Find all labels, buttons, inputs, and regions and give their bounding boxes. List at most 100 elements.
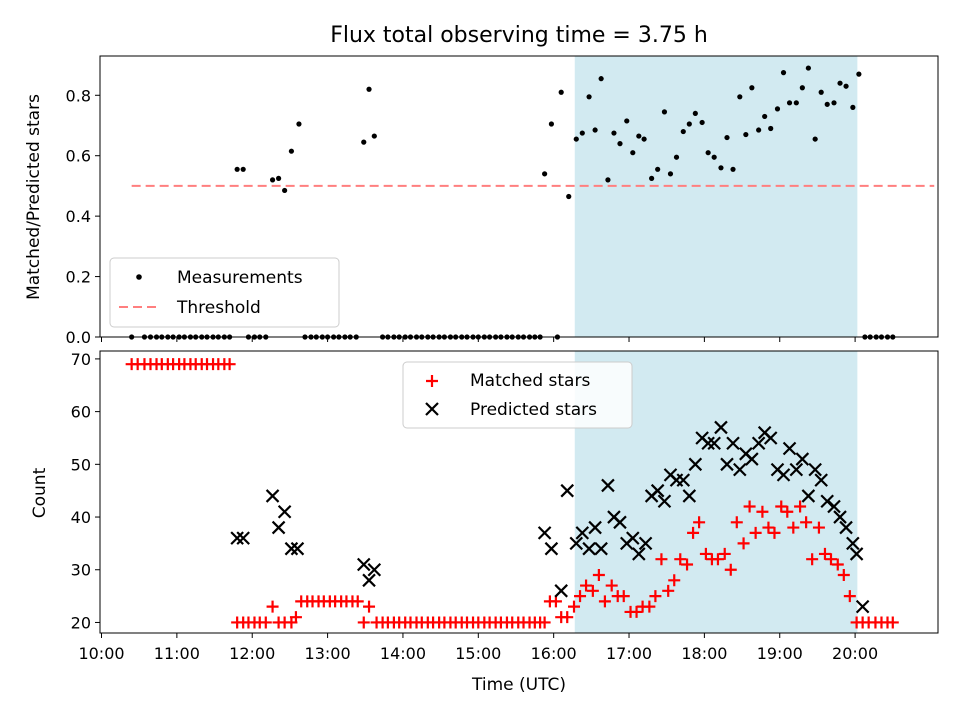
predicted-star-point [537,526,552,540]
bottom-y-tick-label: 30 [71,561,91,580]
measurement-point [240,166,246,172]
top-y-tick-label: 0.2 [66,268,91,287]
matched-star-point [668,574,681,587]
matched-star-point [818,547,831,560]
predicted-star-point [230,531,244,545]
measurement-point [641,136,647,142]
bottom-y-tick-label: 50 [71,455,91,474]
matched-star-point [711,553,724,566]
bottom-y-tick-label: 70 [71,350,91,369]
matched-star-point [824,553,837,566]
predicted-star-point [688,457,703,472]
matched-star-point [718,547,731,560]
measurements-legend-marker [136,274,142,280]
matched-star-point [775,500,788,513]
matched-star-point [643,600,656,613]
matched-star-point [662,584,675,597]
matched-star-point [787,521,800,534]
measurement-point [288,148,295,154]
predicted-star-point [594,541,608,556]
measurement-point [818,89,824,95]
matched-star-point [843,590,856,603]
measurement-point [737,94,743,100]
bottom-y-tick-label: 20 [71,613,91,632]
matched-star-point [674,553,687,566]
matched-star-point [580,579,593,592]
predicted-legend-marker [425,402,439,416]
measurement-point [586,94,592,100]
matched-star-point [266,600,279,613]
measurement-point [592,127,598,133]
measurement-point [768,125,774,132]
predicted-star-point [290,541,305,556]
predicted-star-point [544,541,559,556]
matched-star-point [357,616,370,629]
measurement-point [705,150,711,156]
predicted-star-point [588,520,602,535]
bottom-y-tick-label: 40 [71,508,91,527]
predicted-star-point [271,520,286,535]
predicted-star-point [846,536,860,551]
top-panel: Flux total observing time = 3.75 h 0.00.… [24,23,939,347]
measurement-point [579,130,585,136]
bottom-x-tick-label: 14:00 [380,644,426,663]
matched-star-point [681,558,694,571]
predicted-star-point [284,541,299,556]
predicted-legend-label: Predicted stars [470,400,597,420]
measurement-point [686,121,692,127]
bottom-y-axis-label: Count [30,467,50,518]
measurement-point [371,133,377,139]
measurement-point [617,141,623,147]
predicted-star-point [277,504,292,519]
measurement-point [774,106,781,112]
predicted-star-point [356,557,371,572]
measurements-legend-label: Measurements [177,268,303,288]
measurement-point [566,193,572,200]
measurement-point [680,128,686,135]
predicted-star-point [714,420,728,435]
measurement-point [793,100,799,106]
bottom-panel: 20 30 40 50 60 70 10:00 11:00 12:00 13:00 14:00 15… [30,350,939,695]
matched-star-point [630,605,643,618]
measurement-point [812,136,818,142]
bottom-plot-frame [99,350,939,634]
matched-star-point [687,526,700,539]
measurement-point [711,154,717,160]
measurement-point [850,104,856,110]
measurement-point [699,119,705,126]
threshold-legend-label: Threshold [176,298,261,318]
matched-star-point [655,553,668,566]
predicted-star-point [613,515,627,530]
measurement-point [799,85,805,91]
bottom-x-tick-label: 13:00 [305,644,351,663]
measurement-point [667,171,674,177]
matched-star-point [561,611,574,624]
bottom-x-tick-label: 10:00 [78,644,124,663]
bottom-legend-box [402,361,633,429]
predicted-star-point [801,489,816,503]
top-y-axis-label: Matched/Predicted stars [24,94,44,300]
bottom-x-tick-label: 18:00 [681,644,727,663]
matched-star-point [574,590,587,603]
top-y-axis: 0.0 0.2 0.4 0.6 0.8 [66,86,100,347]
bottom-x-tick-label: 11:00 [154,644,200,663]
matched-stars-series [125,358,899,629]
measurement-point [542,171,548,177]
matched-star-point [351,595,364,608]
matched-star-point [538,616,551,629]
measurement-point [630,150,636,156]
matched-star-point [259,616,272,629]
matched-star-point [586,584,599,597]
measurement-point [605,177,611,183]
measurement-point [724,134,730,141]
measurement-point [856,71,862,77]
top-y-tick-label: 0.0 [66,328,91,347]
measurement-point [282,187,288,194]
predicted-star-point [676,473,691,487]
matched-star-point [605,579,618,592]
matched-star-point [800,516,813,529]
top-highlight-span [574,56,858,337]
bottom-x-tick-label: 16:00 [531,644,577,663]
predicted-star-point [582,541,596,556]
predicted-star-point [575,526,590,540]
